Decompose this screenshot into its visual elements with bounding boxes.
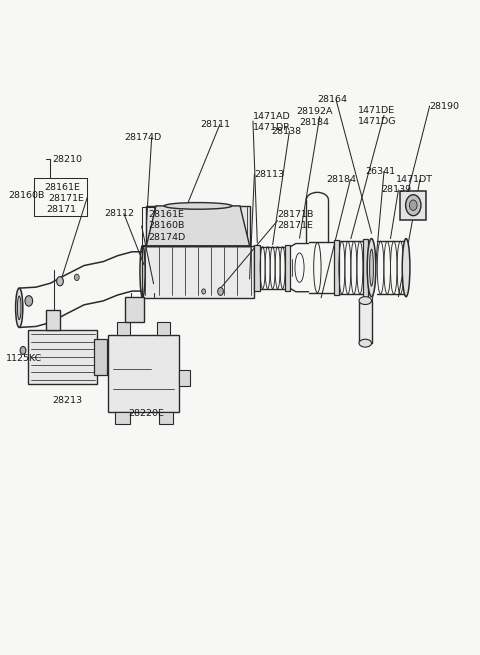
Bar (146, 206, 250, 246)
Bar (115, 412, 130, 424)
Text: 28161E: 28161E (44, 183, 80, 192)
Bar (125, 297, 144, 322)
Ellipse shape (15, 288, 23, 328)
Circle shape (409, 200, 417, 210)
Ellipse shape (402, 238, 410, 297)
Circle shape (20, 346, 26, 354)
Ellipse shape (359, 297, 372, 305)
Text: 28174D: 28174D (124, 133, 161, 142)
Bar (117, 322, 130, 335)
Text: 1471DT: 1471DT (396, 175, 433, 184)
Text: 1471DE: 1471DE (358, 105, 395, 115)
Bar (46, 310, 60, 330)
Text: 28111: 28111 (201, 120, 230, 129)
Text: 28174D: 28174D (148, 233, 185, 242)
Ellipse shape (17, 296, 21, 320)
Bar (28, 330, 97, 384)
Text: 28184: 28184 (326, 175, 356, 184)
Text: 28190: 28190 (430, 102, 460, 111)
Text: 1471DR: 1471DR (253, 123, 291, 132)
Text: 28139: 28139 (382, 185, 412, 195)
Text: 28220E: 28220E (129, 409, 165, 419)
Bar (157, 322, 170, 335)
Bar (159, 412, 173, 424)
Ellipse shape (359, 339, 372, 347)
Text: 28138: 28138 (271, 126, 301, 136)
Text: 28161E: 28161E (148, 210, 184, 219)
Text: 28112: 28112 (105, 209, 134, 218)
FancyBboxPatch shape (400, 191, 426, 219)
Text: 28160B: 28160B (9, 191, 45, 200)
Bar (363, 238, 368, 297)
Text: 28210: 28210 (52, 155, 82, 164)
Text: 28113: 28113 (254, 170, 285, 179)
Text: 28164: 28164 (317, 95, 347, 104)
Circle shape (25, 295, 33, 306)
Circle shape (74, 274, 79, 280)
Text: 1471AD: 1471AD (253, 112, 291, 121)
Bar (142, 246, 254, 298)
Text: 28171E: 28171E (277, 221, 313, 231)
Ellipse shape (370, 249, 373, 286)
Circle shape (217, 288, 223, 295)
Circle shape (406, 195, 421, 215)
Text: 28171E: 28171E (48, 194, 84, 203)
Ellipse shape (367, 238, 376, 297)
Text: 26341: 26341 (365, 167, 395, 176)
Bar (108, 335, 179, 412)
Text: 1125KC: 1125KC (6, 354, 42, 364)
Bar (285, 244, 290, 291)
Bar (359, 301, 372, 343)
Text: 28160B: 28160B (148, 221, 184, 231)
Bar (334, 240, 339, 295)
Text: 28192A: 28192A (297, 107, 333, 116)
Polygon shape (146, 206, 250, 246)
FancyBboxPatch shape (94, 339, 107, 375)
Ellipse shape (164, 202, 232, 209)
Text: 28213: 28213 (52, 396, 82, 405)
Bar (254, 244, 260, 291)
Circle shape (202, 289, 205, 294)
Text: 28171: 28171 (47, 205, 77, 214)
Bar (179, 370, 190, 386)
Circle shape (57, 276, 63, 286)
Text: 1471DG: 1471DG (358, 117, 396, 126)
Text: 28184: 28184 (300, 118, 329, 127)
Text: 28171B: 28171B (277, 210, 314, 219)
